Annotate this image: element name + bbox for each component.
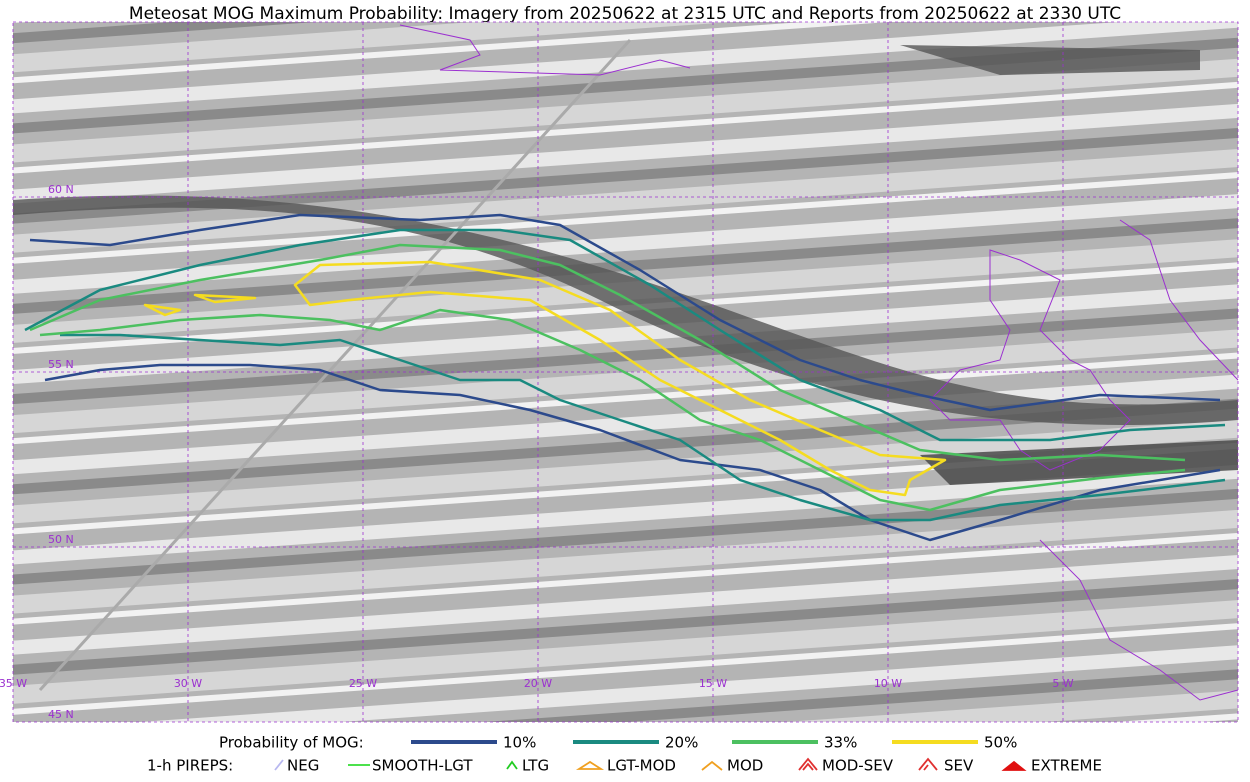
legend-text: LGT-MOD [607, 757, 676, 775]
pirep-icon [1001, 760, 1027, 771]
legend-text: NEG [287, 757, 319, 775]
legend-text: SEV [944, 757, 974, 775]
longitude-label: 10 W [874, 677, 902, 690]
longitude-label: 5 W [1052, 677, 1073, 690]
legend-text: SMOOTH-LGT [372, 757, 473, 775]
latitude-label: 45 N [48, 708, 74, 721]
pirep-icon [274, 759, 284, 771]
pirep-icon [701, 760, 723, 771]
legend-text: MOD-SEV [822, 757, 894, 775]
legend-text: EXTREME [1031, 757, 1102, 775]
legend-text: 10% [503, 734, 536, 752]
pirep-icon [798, 757, 818, 771]
legend-text: 50% [984, 734, 1017, 752]
legend-text: 20% [665, 734, 698, 752]
pirep-icon [918, 757, 938, 771]
pirep-icon [506, 760, 518, 770]
legend-text: LTG [522, 757, 549, 775]
legend-label: 1-h PIREPS: [147, 757, 233, 775]
legend-label: Probability of MOG: [219, 734, 364, 752]
legend-text: MOD [727, 757, 763, 775]
longitude-label: 25 W [349, 677, 377, 690]
map-title: Meteosat MOG Maximum Probability: Imager… [129, 4, 1121, 24]
latitude-label: 60 N [48, 183, 74, 196]
longitude-label: 35 W [0, 677, 27, 690]
longitude-label: 20 W [524, 677, 552, 690]
latitude-label: 50 N [48, 533, 74, 546]
latitude-label: 55 N [48, 358, 74, 371]
coastlines [399, 24, 1239, 701]
pirep-icon [575, 760, 605, 770]
legend-text: 33% [824, 734, 857, 752]
longitude-label: 30 W [174, 677, 202, 690]
longitude-label: 15 W [699, 677, 727, 690]
legend: Probability of MOG: 10% 20% 33% 50% 1-h PIREP… [147, 734, 1102, 775]
probability-contours [24, 213, 1226, 542]
graticule [12, 21, 1239, 723]
